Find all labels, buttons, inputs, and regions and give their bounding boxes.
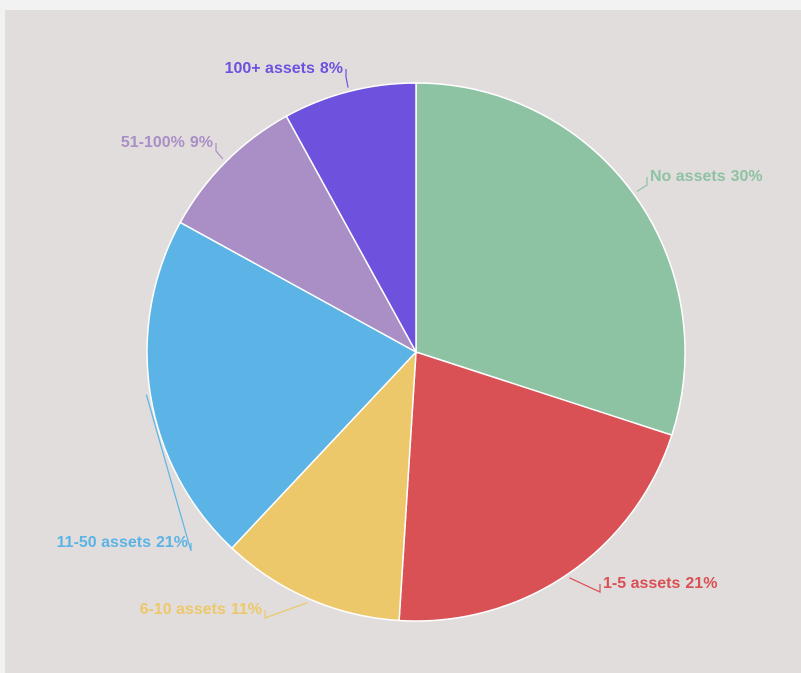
slice-label-value: 21% (685, 575, 717, 592)
slice-label: No assets 30% (650, 168, 763, 185)
leader-line (345, 69, 349, 88)
slice-label-value: 21% (156, 534, 188, 551)
slice-label-value: 9% (190, 134, 213, 151)
pie-slice (179, 115, 418, 354)
slice-label-category: 100+ assets (225, 60, 315, 77)
slice-label: 11-50 assets 21% (57, 534, 188, 551)
slice-label-category: 51-100% (121, 134, 185, 151)
pie-slice (146, 221, 418, 550)
slice-label: 1-5 assets 21% (603, 575, 717, 592)
pie-slice (230, 349, 417, 622)
slice-label: 100+ assets 8% (225, 60, 343, 77)
slice-label: 51-100% 9% (121, 134, 213, 151)
leader-line (636, 177, 648, 193)
pie-slice (415, 82, 686, 437)
leader-line (569, 577, 601, 593)
slice-label-value: 11% (231, 601, 262, 618)
pie-slice (398, 350, 673, 622)
slice-label-category: 11-50 assets (57, 534, 151, 551)
slice-label-category: No assets (650, 168, 726, 185)
leader-line (215, 143, 224, 160)
slice-label-category: 1-5 assets (603, 575, 680, 592)
leader-line (145, 394, 192, 552)
slice-label-value: 30% (731, 168, 763, 185)
leader-line (264, 601, 308, 619)
slice-label-value: 8% (320, 60, 343, 77)
slice-label: 6-10 assets 11% (140, 601, 262, 618)
slice-label-category: 6-10 assets (140, 601, 226, 618)
pie-slice (285, 82, 417, 353)
